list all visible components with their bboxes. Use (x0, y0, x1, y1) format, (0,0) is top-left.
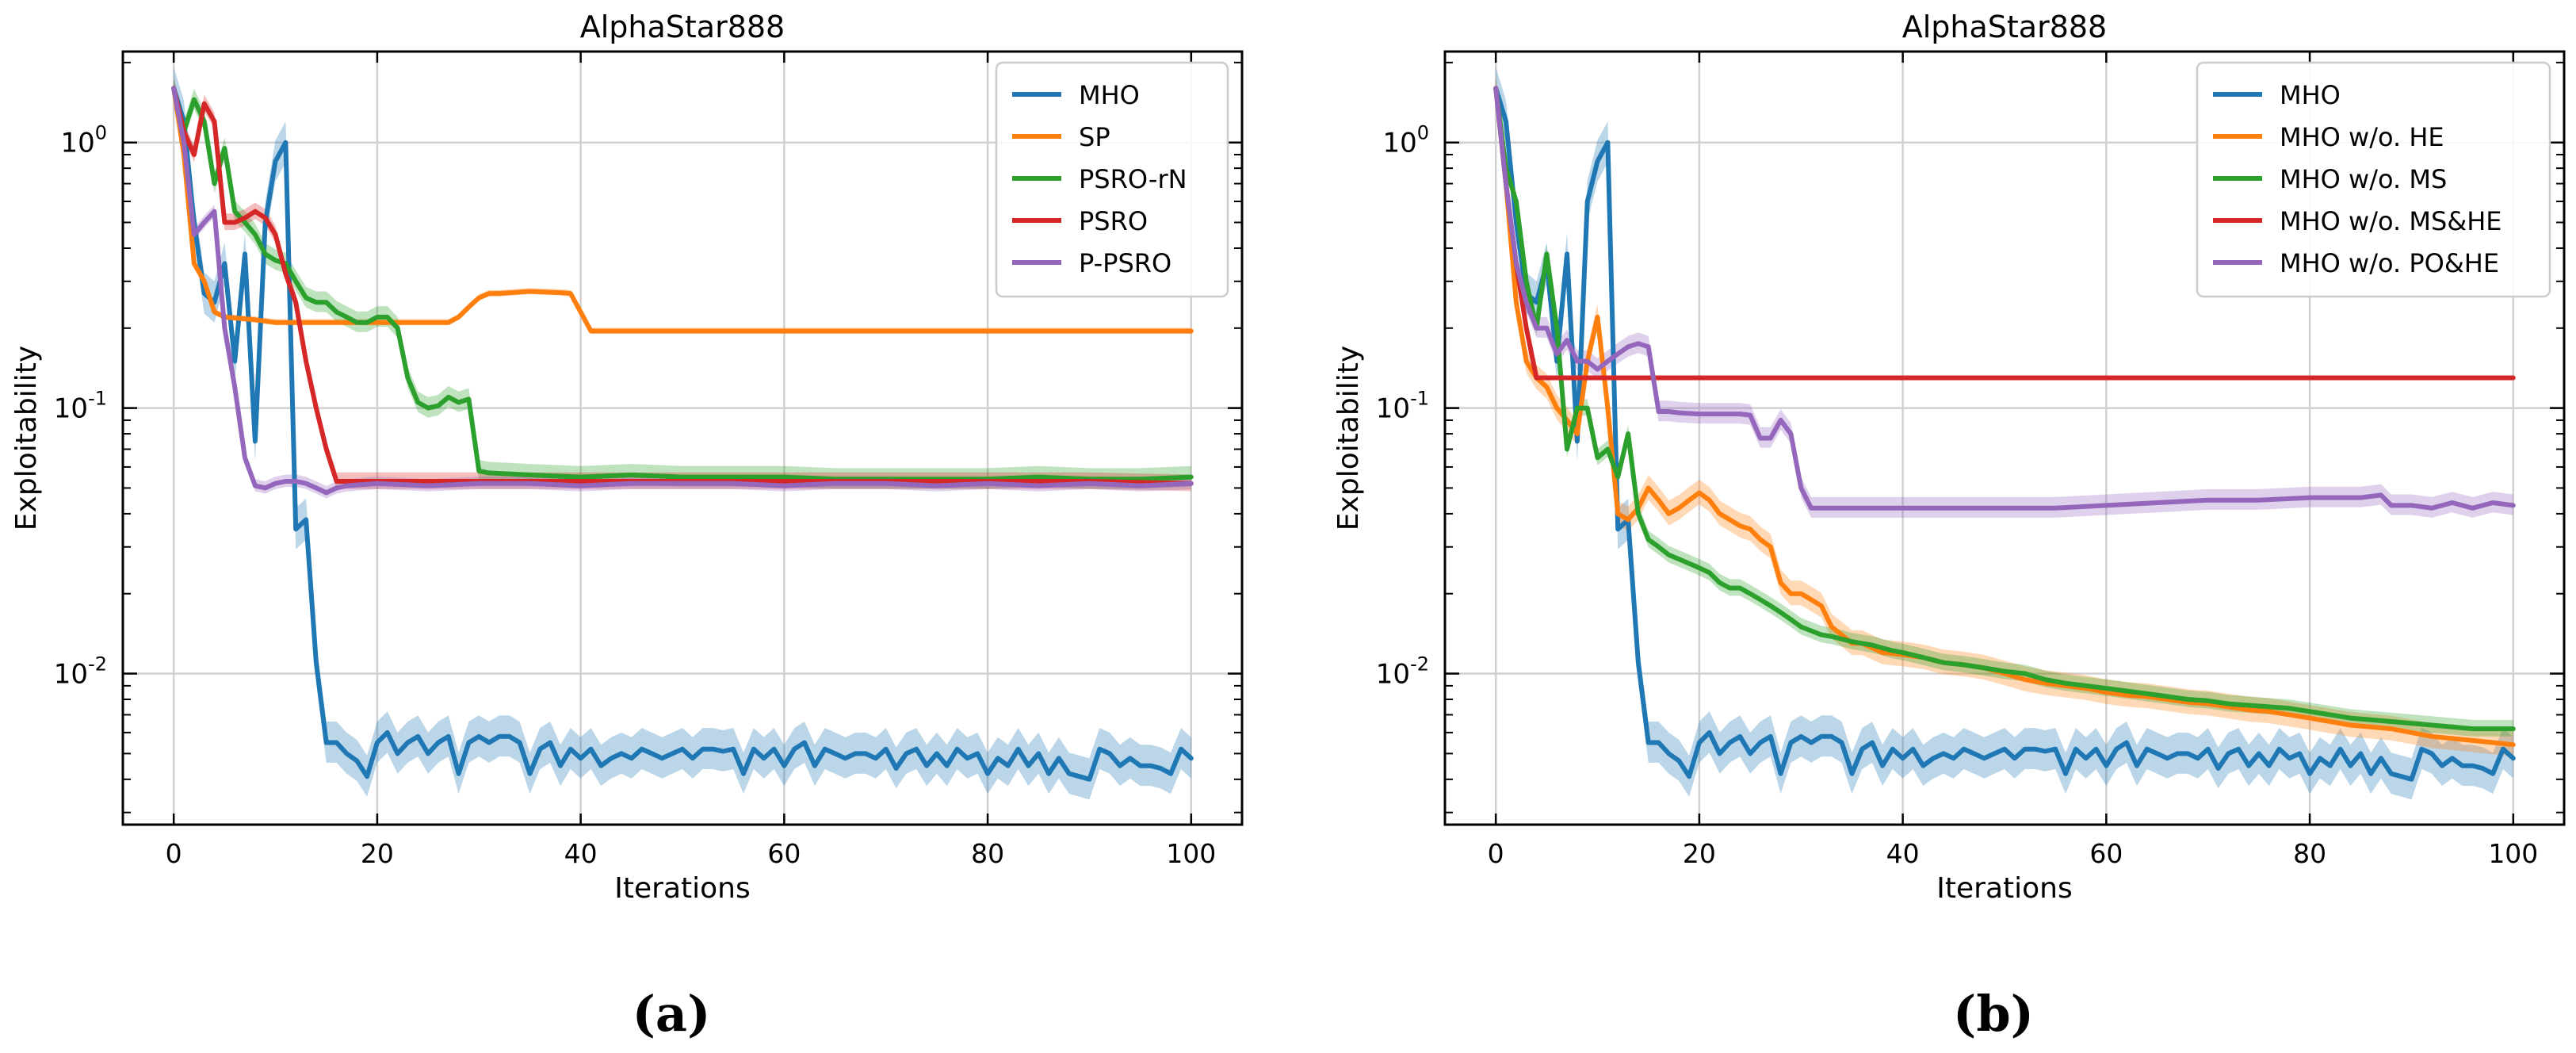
chart-panel-1: 0 20 40 60 80 100 10-2 10-1 100 AlphaStar888 Itera… (1332, 10, 2566, 1043)
series-line-4 (171, 86, 1194, 496)
x-tick-label: 20 (1683, 838, 1716, 869)
legend-label: SP (1079, 122, 1110, 152)
series-band-0 (1496, 67, 2513, 800)
legend-label: MHO w/o. HE (2280, 122, 2444, 152)
x-tick-label: 100 (1166, 838, 1216, 869)
y-tick-label: 100 (60, 122, 107, 159)
series-line-2 (171, 86, 1194, 482)
x-tick-label: 60 (767, 838, 801, 869)
y-axis-label: Exploitability (10, 346, 43, 530)
chart-title: AlphaStar888 (1902, 10, 2108, 44)
y-tick-label: 10-2 (1376, 653, 1429, 691)
x-tick-label: 80 (971, 838, 1004, 869)
legend-label: PSRO (1079, 206, 1148, 236)
series-line-2 (1493, 86, 2516, 732)
y-axis-label: Exploitability (1332, 346, 1365, 530)
legend-label: MHO w/o. MS (2280, 164, 2447, 194)
x-tick-label: 40 (1886, 838, 1920, 869)
x-tick-label: 100 (2488, 838, 2538, 869)
legend-label: MHO w/o. PO&HE (2280, 248, 2499, 278)
legend: MHO SP PSRO-rN PSRO P-PSRO (995, 61, 1229, 298)
plot-frame (1443, 50, 2566, 826)
x-tick-label: 40 (564, 838, 598, 869)
legend-label: MHO (1079, 80, 1140, 110)
chart-title: AlphaStar888 (580, 10, 785, 44)
x-tick-label: 60 (2089, 838, 2123, 869)
x-tick-label: 20 (361, 838, 394, 869)
x-tick-label: 0 (166, 838, 182, 869)
x-axis-label: Iterations (1936, 872, 2072, 905)
figure-caption: (b) (1953, 985, 2034, 1043)
plot-frame (121, 50, 1244, 826)
legend-label: MHO w/o. MS&HE (2280, 206, 2502, 236)
series-line-3 (171, 86, 1194, 486)
y-tick-label: 10-2 (54, 653, 107, 691)
series-band-4 (1496, 77, 2513, 518)
series-line-0 (171, 86, 1194, 782)
series-line-0 (1493, 86, 2516, 782)
legend-label: MHO (2280, 80, 2341, 110)
series-line-1 (1493, 86, 2516, 748)
legend-box (995, 61, 1229, 298)
y-tick-label: 10-1 (54, 388, 107, 425)
y-tick-label: 100 (1382, 122, 1429, 159)
legend-label: PSRO-rN (1079, 164, 1187, 194)
y-tick-label: 10-1 (1376, 388, 1429, 425)
series-line-4 (1493, 86, 2516, 511)
x-tick-label: 80 (2293, 838, 2326, 869)
legend: MHO MHO w/o. HE MHO w/o. MS MHO w/o. MS&HE M… (2196, 61, 2551, 298)
figure-caption: (a) (633, 985, 711, 1043)
legend-box (2196, 61, 2551, 298)
x-axis-label: Iterations (614, 872, 750, 905)
chart-panel-0: 0 20 40 60 80 100 10-2 10-1 100 AlphaStar888 Itera… (10, 10, 1244, 1043)
series-line-1 (171, 86, 1194, 334)
legend-label: P-PSRO (1079, 248, 1171, 278)
series-band-0 (174, 67, 1191, 800)
x-tick-label: 0 (1488, 838, 1504, 869)
